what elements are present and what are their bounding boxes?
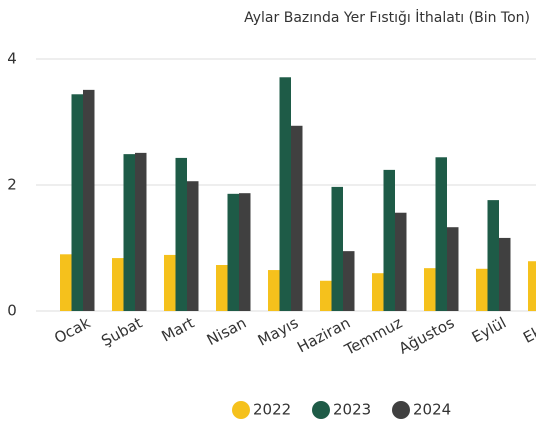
bar xyxy=(112,258,124,311)
bar xyxy=(447,227,459,311)
bar xyxy=(528,261,536,311)
legend-label: 2024 xyxy=(413,401,451,419)
x-tick-label: Şubat xyxy=(98,314,145,350)
bar xyxy=(227,193,239,311)
bar xyxy=(239,193,251,311)
bar xyxy=(372,273,384,311)
x-tick-label: Ağustos xyxy=(396,314,458,358)
chart-title: Aylar Bazında Yer Fıstığı İthalatı (Bin … xyxy=(244,8,530,26)
bar xyxy=(424,268,436,311)
bar xyxy=(320,280,332,311)
legend-label: 2023 xyxy=(333,401,371,419)
y-tick-label: 4 xyxy=(7,50,17,68)
legend-swatch xyxy=(392,401,410,419)
x-tick-label: Eylül xyxy=(469,314,509,347)
bar xyxy=(123,154,135,311)
x-tick-label: Ocak xyxy=(51,313,93,347)
x-tick-label: Mart xyxy=(159,314,198,346)
bar xyxy=(331,186,343,311)
bar xyxy=(499,237,511,311)
x-tick-label: Mayıs xyxy=(255,314,302,350)
bar xyxy=(216,265,228,311)
bar xyxy=(60,254,72,311)
bar xyxy=(476,268,488,311)
y-tick-label: 0 xyxy=(7,302,17,320)
legend-swatch xyxy=(312,401,330,419)
y-tick-label: 2 xyxy=(7,176,17,194)
bar xyxy=(71,94,83,311)
bar xyxy=(135,152,147,311)
bar xyxy=(487,200,499,311)
bar xyxy=(187,181,199,311)
bar xyxy=(435,157,447,311)
bar xyxy=(83,89,95,312)
bar xyxy=(164,254,176,311)
x-tick-label: Temmuz xyxy=(341,314,406,360)
bar xyxy=(291,125,303,311)
bar xyxy=(383,169,395,311)
bar xyxy=(268,270,280,311)
legend-label: 2022 xyxy=(253,401,291,419)
bar xyxy=(343,251,355,311)
x-tick-label: Nisan xyxy=(204,314,249,350)
x-tick-label: Ekim xyxy=(520,314,536,347)
bar xyxy=(395,212,407,311)
bar xyxy=(279,77,291,312)
bar xyxy=(175,157,187,311)
legend-swatch xyxy=(232,401,250,419)
